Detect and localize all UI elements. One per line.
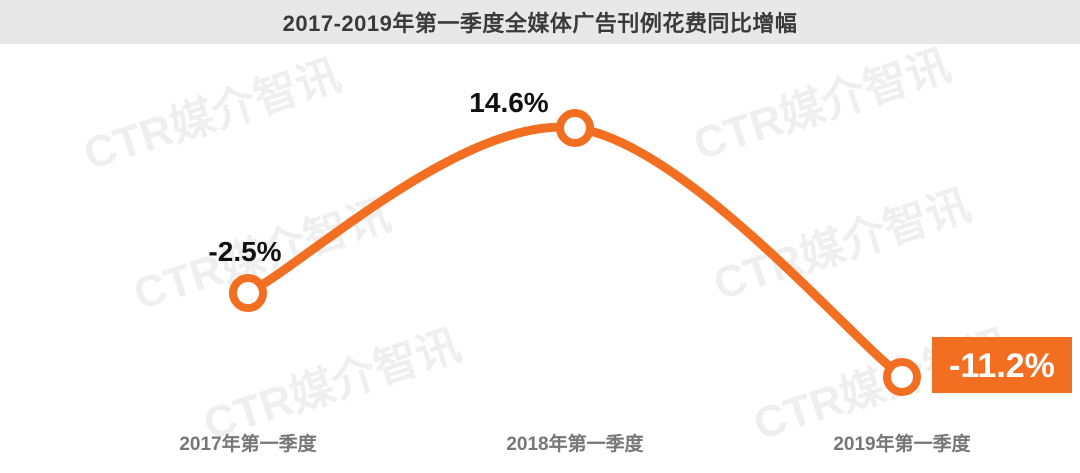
category-label: 2018年第一季度: [506, 432, 644, 455]
chart-title-bar: 2017-2019年第一季度全媒体广告刊例花费同比增幅: [0, 0, 1080, 44]
data-label: -11.2%: [949, 347, 1055, 385]
watermark-text: CTR媒介智讯: [78, 51, 347, 180]
data-points-layer: [229, 109, 921, 396]
watermark-text: CTR媒介智讯: [708, 181, 977, 310]
data-point: [229, 274, 267, 313]
highlight-label-box: [932, 337, 1072, 393]
category-labels-layer: 2017年第一季度 2018年第一季度 2019年第一季度: [179, 432, 971, 455]
data-label: 14.6%: [469, 87, 548, 118]
data-labels-layer: -2.5% 14.6% -11.2%: [208, 87, 1072, 393]
data-point: [556, 109, 594, 147]
data-label: -2.5%: [208, 236, 281, 267]
data-point: [883, 358, 921, 396]
category-label: 2019年第一季度: [833, 432, 971, 455]
watermark-text: CTR媒介智讯: [198, 321, 467, 450]
chart-title: 2017-2019年第一季度全媒体广告刊例花费同比增幅: [282, 11, 798, 36]
watermark-text: CTR媒介智讯: [688, 41, 957, 170]
category-label: 2017年第一季度: [179, 432, 317, 455]
